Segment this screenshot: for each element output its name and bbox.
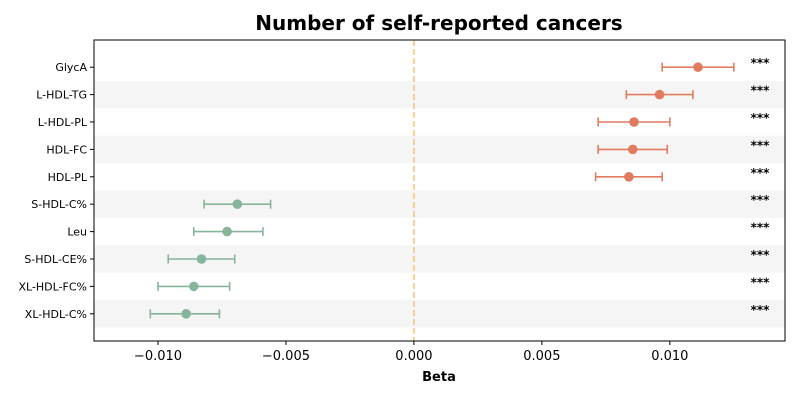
data-marks: *** *** *** *** *** *** *** *** *** *** bbox=[149, 56, 771, 319]
data-point bbox=[627, 144, 638, 155]
significance-label: *** bbox=[751, 84, 771, 98]
x-tick-label: −0.010 bbox=[134, 349, 182, 364]
x-tick-label: −0.005 bbox=[262, 349, 310, 364]
data-point bbox=[232, 199, 243, 209]
data-point bbox=[624, 172, 634, 182]
x-tick-label: 0.010 bbox=[651, 349, 688, 364]
significance-label: *** bbox=[751, 56, 771, 70]
data-point bbox=[629, 117, 639, 127]
plot-frame bbox=[93, 39, 786, 342]
x-tick-label: 0.005 bbox=[523, 349, 560, 364]
significance-label: *** bbox=[751, 221, 771, 235]
x-axis: −0.010 −0.005 0.000 0.005 0.010 bbox=[134, 341, 688, 364]
y-tick-label: S-HDL-CE% bbox=[24, 253, 87, 266]
y-tick-label: HDL-FC bbox=[46, 143, 87, 156]
row-band bbox=[94, 135, 785, 164]
significance-label: *** bbox=[751, 248, 771, 262]
y-tick-label: Leu bbox=[67, 226, 87, 239]
significance-label: *** bbox=[751, 111, 771, 125]
significance-label: *** bbox=[751, 166, 771, 180]
data-point bbox=[693, 62, 703, 72]
row-band bbox=[94, 190, 785, 218]
significance-label: *** bbox=[751, 138, 771, 152]
data-point bbox=[196, 254, 207, 264]
data-point bbox=[222, 226, 232, 237]
row-bands bbox=[94, 80, 785, 328]
x-tick-label: 0.000 bbox=[395, 349, 432, 364]
y-tick-label: S-HDL-C% bbox=[31, 198, 87, 211]
y-tick-label: L-HDL-TG bbox=[36, 89, 87, 102]
y-tick-label: GlycA bbox=[55, 61, 87, 74]
significance-label: *** bbox=[751, 193, 771, 207]
y-tick-label: L-HDL-PL bbox=[38, 116, 88, 129]
data-point bbox=[181, 309, 191, 319]
chart-title: Number of self-reported cancers bbox=[255, 11, 622, 35]
x-axis-label: Beta bbox=[422, 370, 456, 385]
y-axis: GlycA L-HDL-TG L-HDL-PL HDL-FC HDL-PL S-HDL-C… bbox=[18, 61, 94, 321]
y-tick-label: HDL-PL bbox=[48, 171, 88, 184]
significance-label: *** bbox=[751, 275, 771, 289]
data-point bbox=[189, 281, 199, 292]
significance-label: *** bbox=[751, 303, 771, 317]
data-point bbox=[654, 89, 665, 100]
y-tick-label: XL-HDL-C% bbox=[25, 308, 87, 321]
y-tick-label: XL-HDL-FC% bbox=[18, 280, 87, 293]
